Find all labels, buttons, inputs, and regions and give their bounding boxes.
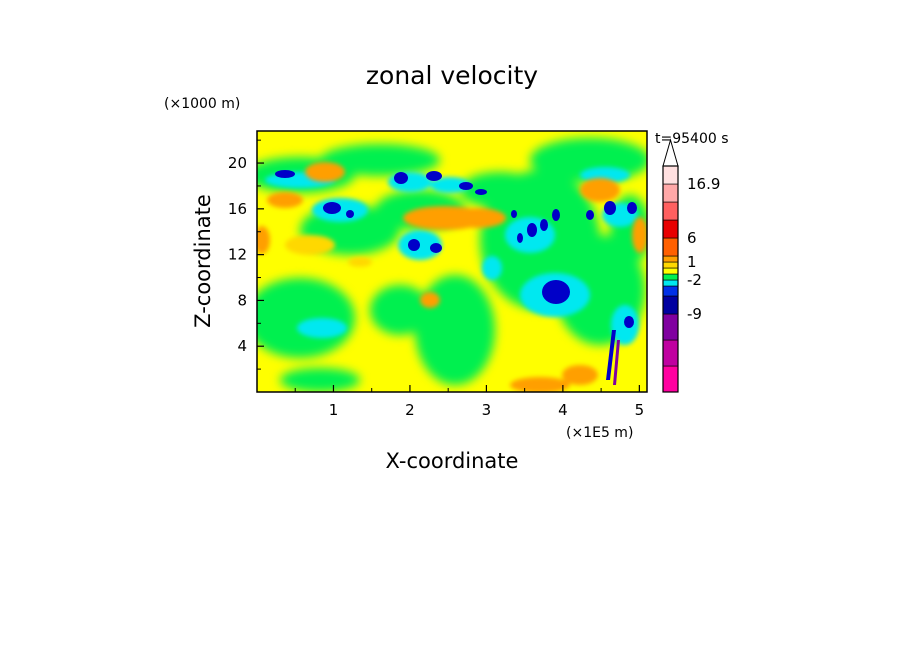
colorbar-label: 16.9 [687, 175, 720, 193]
chart-title: zonal velocity [366, 61, 538, 90]
time-label: t=95400 s [655, 131, 729, 147]
x-unit-label: (×1E5 m) [566, 425, 633, 441]
y-axis-ticks: 4 8 12 16 20 [228, 139, 264, 370]
colorbar-segment [662, 201, 679, 221]
x-axis-ticks: 1 2 3 4 5 [294, 385, 645, 419]
x-axis-title: X-coordinate [386, 449, 519, 473]
y-tick-label: 12 [228, 246, 247, 264]
y-tick-label: 16 [228, 200, 247, 218]
colorbar [662, 138, 679, 393]
colorbar-labels: 16.9 6 1-2 -9 [687, 175, 720, 323]
colorbar-segment [662, 267, 679, 275]
colorbar-segment [662, 339, 679, 367]
colorbar-segment [662, 261, 679, 269]
colorbar-segment [662, 295, 679, 315]
colorbar-label: -2 [687, 271, 702, 289]
y-unit-label: (×1000 m) [164, 96, 240, 112]
y-tick-label: 20 [228, 154, 247, 172]
colorbar-segment [662, 237, 679, 257]
colorbar-segment [662, 255, 679, 263]
plot-frame [256, 130, 648, 393]
colorbar-label: 1 [687, 253, 697, 271]
field-blobs-blue [275, 170, 637, 385]
x-tick-label: 4 [558, 401, 568, 419]
colorbar-label: -9 [687, 305, 702, 323]
colorbar-segment [662, 285, 679, 297]
colorbar-segment [662, 219, 679, 239]
x-tick-label: 2 [405, 401, 415, 419]
colorbar-segment [662, 165, 679, 185]
y-tick-label: 8 [237, 291, 247, 309]
x-tick-label: 1 [329, 401, 339, 419]
colorbar-segment [662, 313, 679, 341]
colorbar-segment [662, 183, 679, 203]
field-blobs-orange [257, 162, 647, 392]
colorbar-segment [662, 365, 679, 393]
colorbar-frame [662, 165, 679, 393]
heatmap-field [257, 131, 647, 392]
x-tick-label: 5 [635, 401, 645, 419]
colorbar-segment [662, 273, 679, 281]
y-tick-label: 4 [237, 337, 247, 355]
x-tick-label: 3 [482, 401, 492, 419]
y-axis-title: Z-coordinate [191, 194, 215, 328]
colorbar-segment [662, 279, 679, 287]
colorbar-label: 6 [687, 229, 697, 247]
